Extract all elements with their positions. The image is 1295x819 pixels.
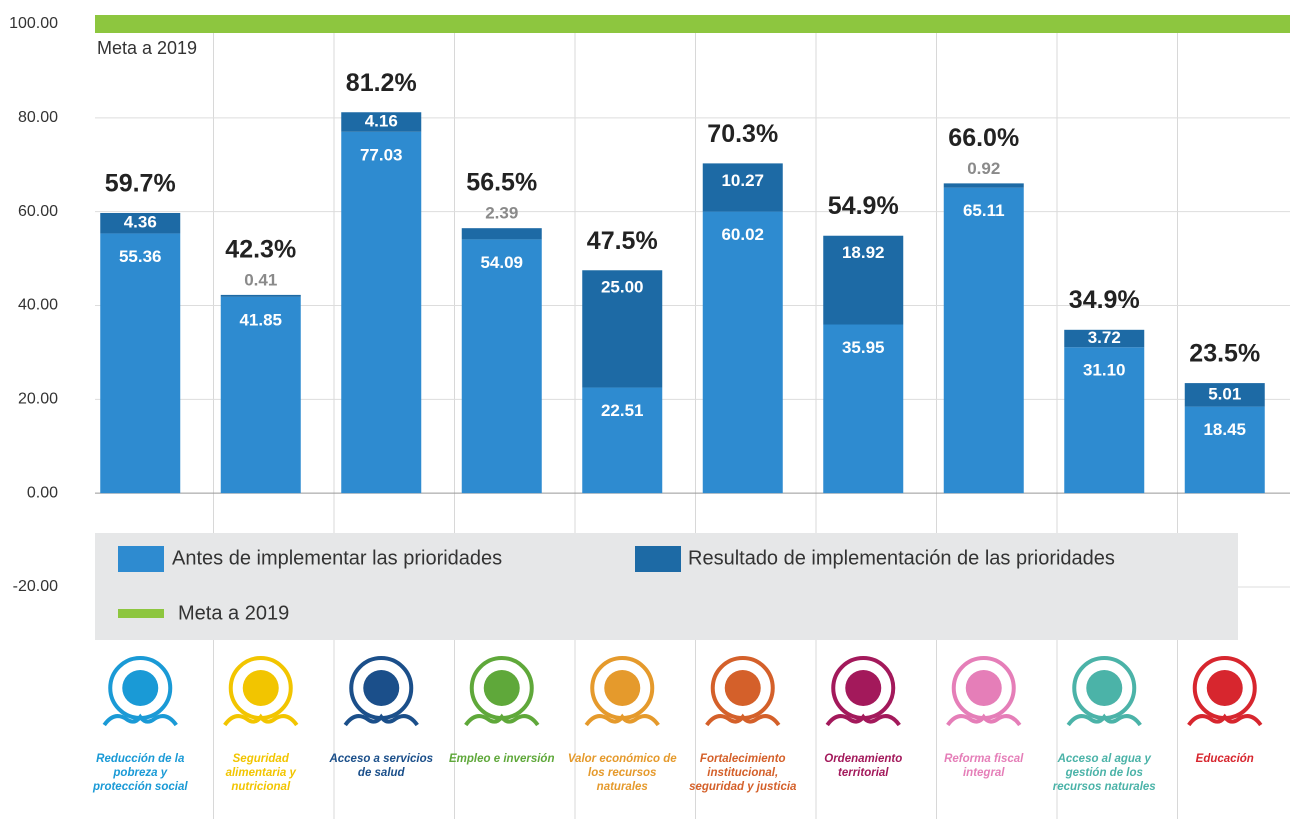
bar-segment bbox=[702, 211, 783, 494]
value-label: 55.36 bbox=[119, 247, 162, 266]
category-icon bbox=[102, 713, 178, 727]
category-label: Ordenamiento territorial bbox=[824, 753, 903, 779]
category-icon bbox=[223, 713, 299, 727]
bar-segment bbox=[100, 212, 181, 234]
bar-segment bbox=[702, 163, 783, 212]
category-icon bbox=[122, 670, 159, 706]
total-label: 59.7% bbox=[105, 170, 176, 198]
y-tick-label: 20.00 bbox=[18, 391, 58, 408]
value-label: 3.72 bbox=[1088, 328, 1121, 347]
category-icon bbox=[242, 670, 279, 706]
bar-segment bbox=[823, 324, 904, 494]
legend-swatch bbox=[118, 546, 164, 572]
y-tick-label: 80.00 bbox=[18, 109, 58, 126]
value-label: 0.92 bbox=[967, 159, 1000, 178]
category-icon bbox=[724, 670, 761, 706]
legend-label: Antes de implementar las prioridades bbox=[172, 547, 502, 569]
category-label: Reforma fiscal integral bbox=[944, 753, 1024, 779]
category-label: Acceso al agua y gestión de los recursos… bbox=[1052, 753, 1156, 793]
value-label: 2.39 bbox=[485, 204, 518, 223]
total-label: 34.9% bbox=[1069, 286, 1140, 314]
bar-segment bbox=[582, 270, 663, 388]
total-label: 70.3% bbox=[707, 120, 778, 148]
category-icon bbox=[464, 713, 540, 727]
total-label: 81.2% bbox=[346, 69, 417, 97]
value-label: 10.27 bbox=[721, 171, 764, 190]
legend-label: Meta a 2019 bbox=[178, 602, 289, 624]
value-label: 25.00 bbox=[601, 278, 644, 297]
value-label: 4.16 bbox=[365, 111, 398, 130]
value-label: 18.45 bbox=[1203, 420, 1246, 439]
category-label: Empleo e inversión bbox=[449, 753, 555, 765]
y-tick-label: 0.00 bbox=[27, 484, 58, 501]
category-icon bbox=[1086, 670, 1123, 706]
value-label: 31.10 bbox=[1083, 361, 1126, 380]
bar-segment bbox=[341, 131, 422, 494]
goal-line bbox=[95, 15, 1290, 33]
goal-label: Meta a 2019 bbox=[97, 38, 197, 58]
category-icon bbox=[1066, 713, 1142, 727]
bar-segment bbox=[1064, 347, 1145, 494]
value-label: 35.95 bbox=[842, 338, 885, 357]
bar-segment bbox=[461, 228, 542, 240]
y-tick-label: -20.00 bbox=[13, 578, 58, 595]
category-icon bbox=[825, 713, 901, 727]
category-icon bbox=[1206, 670, 1243, 706]
y-tick-label: 100.00 bbox=[9, 15, 58, 32]
category-label: Acceso a servicios de salud bbox=[329, 753, 434, 779]
category-label: Fortalecimiento institucional, seguridad… bbox=[689, 753, 797, 793]
value-label: 60.02 bbox=[721, 225, 764, 244]
value-label: 77.03 bbox=[360, 145, 403, 164]
category-icon bbox=[845, 670, 882, 706]
total-label: 54.9% bbox=[828, 192, 899, 220]
category-icon bbox=[965, 670, 1002, 706]
legend-label: Resultado de implementación de las prior… bbox=[688, 547, 1115, 569]
category-icon bbox=[584, 713, 660, 727]
bar-segment bbox=[461, 239, 542, 494]
category-icon bbox=[343, 713, 419, 727]
category-label: Educación bbox=[1195, 753, 1254, 765]
bar-segment bbox=[1064, 329, 1145, 348]
bar-segment bbox=[943, 183, 1024, 188]
total-label: 42.3% bbox=[225, 235, 296, 263]
bar-segment bbox=[823, 235, 904, 325]
bar-segment bbox=[1184, 383, 1265, 407]
value-label: 5.01 bbox=[1208, 384, 1241, 403]
total-label: 66.0% bbox=[948, 124, 1019, 152]
value-label: 41.85 bbox=[239, 310, 282, 329]
category-label: Valor económico de los recursos naturale… bbox=[567, 753, 677, 793]
value-label: 18.92 bbox=[842, 243, 885, 262]
value-label: 65.11 bbox=[963, 201, 1005, 220]
category-icon bbox=[604, 670, 641, 706]
category-icon bbox=[705, 713, 781, 727]
legend-swatch bbox=[635, 546, 681, 572]
value-label: 0.41 bbox=[244, 270, 277, 289]
bar-segment bbox=[582, 387, 663, 494]
total-label: 56.5% bbox=[466, 169, 537, 197]
legend-swatch bbox=[118, 609, 164, 618]
category-label: Reducción de la pobreza y protección soc… bbox=[92, 753, 188, 793]
bar-segment bbox=[220, 296, 301, 494]
bar-segment bbox=[943, 187, 1024, 494]
bar-segment bbox=[220, 294, 301, 297]
category-icon bbox=[1187, 713, 1263, 727]
value-label: 22.51 bbox=[601, 401, 644, 420]
category-icon bbox=[483, 670, 520, 706]
y-tick-label: 60.00 bbox=[18, 203, 58, 220]
category-label: Seguridad alimentaria y nutricional bbox=[225, 753, 296, 793]
total-label: 47.5% bbox=[587, 227, 658, 255]
bar-segment bbox=[341, 112, 422, 132]
category-icon bbox=[363, 670, 400, 706]
value-label: 4.36 bbox=[124, 213, 157, 232]
y-tick-label: 40.00 bbox=[18, 297, 58, 314]
category-icon bbox=[946, 713, 1022, 727]
value-label: 54.09 bbox=[480, 253, 523, 272]
total-label: 23.5% bbox=[1189, 340, 1260, 368]
bar-segment bbox=[1184, 406, 1265, 494]
bar-segment bbox=[100, 233, 181, 494]
